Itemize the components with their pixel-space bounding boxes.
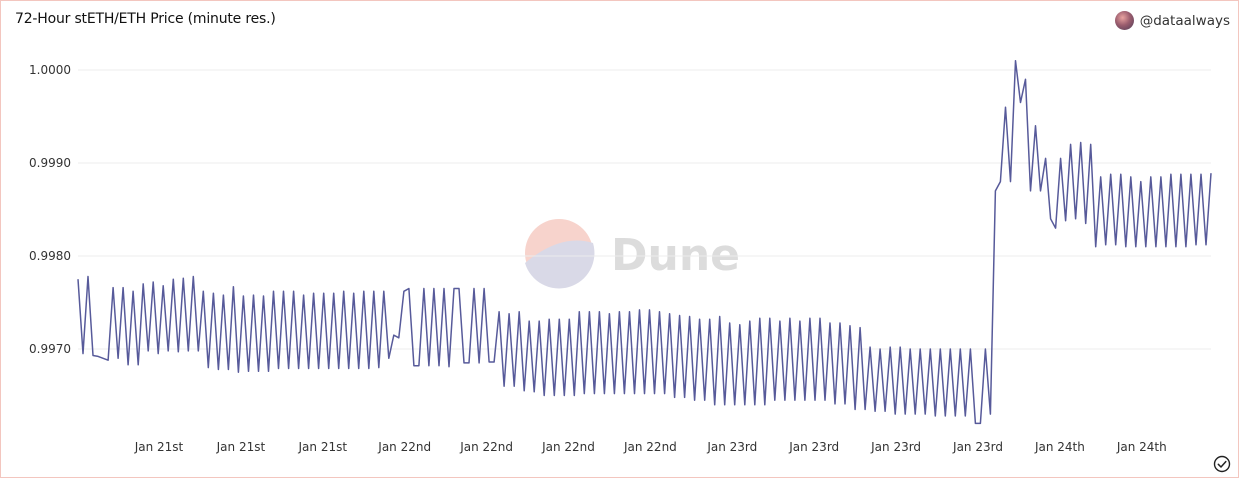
y-tick-label: 0.9990 — [29, 156, 71, 170]
x-tick-label: Jan 21st — [134, 440, 184, 454]
x-tick-label: Jan 22nd — [459, 440, 513, 454]
x-tick-label: Jan 23rd — [870, 440, 921, 454]
y-tick-label: 0.9980 — [29, 249, 71, 263]
author-badge[interactable]: @dataalways — [1114, 11, 1230, 30]
chart-title: 72-Hour stETH/ETH Price (minute res.) — [15, 11, 276, 27]
dune-logo-lower-half — [525, 240, 595, 289]
y-axis-ticks: 0.9970 0.9980 0.9990 1.0000 — [29, 63, 71, 356]
author-name[interactable]: @dataalways — [1139, 12, 1230, 29]
x-tick-label: Jan 23rd — [788, 440, 839, 454]
series-layer — [77, 59, 1212, 425]
series-line-0 — [77, 59, 1212, 425]
check-circle-icon[interactable] — [1213, 455, 1231, 473]
dune-watermark: Dune — [525, 219, 740, 289]
x-tick-label: Jan 24th — [1116, 440, 1167, 454]
x-tick-label: Jan 23rd — [952, 440, 1003, 454]
x-tick-label: Jan 22nd — [377, 440, 431, 454]
x-tick-label: Jan 22nd — [623, 440, 677, 454]
avatar-icon — [1114, 11, 1134, 30]
y-tick-label: 0.9970 — [29, 342, 71, 356]
x-tick-label: Jan 22nd — [541, 440, 595, 454]
grid-lines — [78, 69, 1211, 350]
x-tick-label: Jan 21st — [216, 440, 266, 454]
x-tick-label: Jan 23rd — [706, 440, 757, 454]
x-tick-label: Jan 21st — [298, 440, 348, 454]
x-axis-ticks: Jan 21st Jan 21st Jan 21st Jan 22nd Jan 22nd… — [134, 440, 1167, 454]
y-tick-label: 1.0000 — [29, 63, 71, 77]
x-tick-label: Jan 24th — [1034, 440, 1085, 454]
